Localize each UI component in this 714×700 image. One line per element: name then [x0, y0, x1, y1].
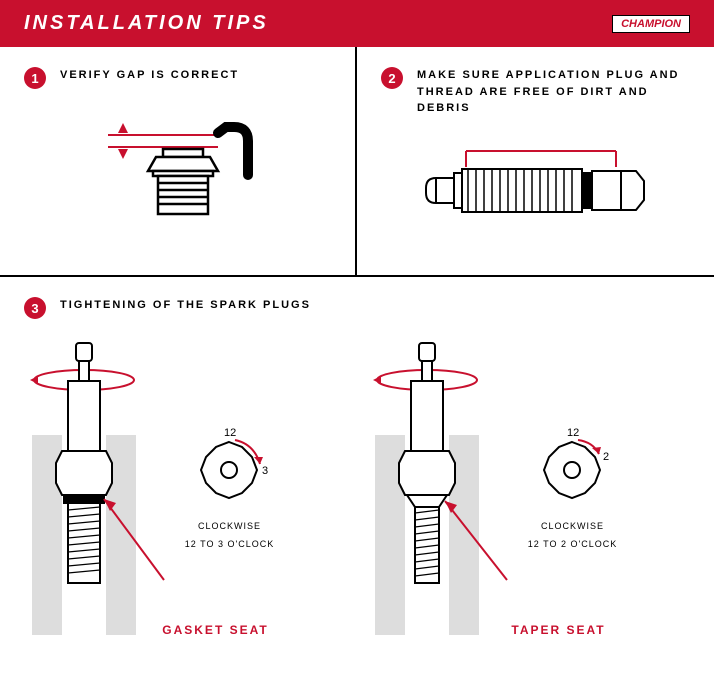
- step-3-panel: 3 TIGHTENING OF THE SPARK PLUGS: [0, 277, 714, 637]
- step-2-head: 2 MAKE SURE APPLICATION PLUG AND THREAD …: [381, 67, 690, 117]
- taper-plug-svg: [367, 335, 517, 635]
- step-2-number: 2: [381, 67, 403, 89]
- gap-diagram: [24, 105, 331, 235]
- step-3-number: 3: [24, 297, 46, 319]
- dial-side-label: 2: [603, 451, 609, 463]
- taper-range: 12 TO 2 O'CLOCK: [528, 539, 617, 551]
- thread-diagram: [381, 133, 690, 243]
- gasket-dial: 12 3 CLOCKWISE 12 TO 3 O'CLOCK: [182, 420, 277, 550]
- step-3-head: 3 TIGHTENING OF THE SPARK PLUGS: [24, 297, 690, 319]
- step-1-head: 1 VERIFY GAP IS CORRECT: [24, 67, 331, 89]
- content-grid: 1 VERIFY GAP IS CORRECT: [0, 47, 714, 637]
- step-2-text: MAKE SURE APPLICATION PLUG AND THREAD AR…: [417, 67, 690, 117]
- header-bar: INSTALLATION TIPS CHAMPION: [0, 0, 714, 47]
- dial-side-label: 3: [262, 465, 268, 477]
- dial-top-label: 12: [224, 427, 236, 439]
- step-3-text: TIGHTENING OF THE SPARK PLUGS: [60, 297, 311, 314]
- gap-diagram-svg: [68, 105, 288, 235]
- seat-labels-row: GASKET SEAT TAPER SEAT: [24, 615, 690, 637]
- thread-diagram-svg: [406, 133, 666, 243]
- page-title: INSTALLATION TIPS: [24, 12, 269, 35]
- step-1-text: VERIFY GAP IS CORRECT: [60, 67, 239, 84]
- taper-seat-label: TAPER SEAT: [427, 623, 690, 637]
- dial-top-label: 12: [567, 427, 579, 439]
- gasket-plug-svg: [24, 335, 174, 635]
- brand-badge: CHAMPION: [612, 15, 690, 33]
- taper-dial-svg: 12 2: [525, 420, 620, 515]
- taper-column: 12 2 CLOCKWISE 12 TO 2 O'CLOCK: [367, 335, 690, 635]
- gasket-seat-label: GASKET SEAT: [84, 623, 347, 637]
- tightening-row: 12 3 CLOCKWISE 12 TO 3 O'CLOCK: [24, 335, 690, 635]
- step-2-panel: 2 MAKE SURE APPLICATION PLUG AND THREAD …: [357, 47, 714, 277]
- taper-clockwise: CLOCKWISE: [541, 521, 604, 533]
- gasket-column: 12 3 CLOCKWISE 12 TO 3 O'CLOCK: [24, 335, 347, 635]
- step-1-panel: 1 VERIFY GAP IS CORRECT: [0, 47, 357, 277]
- gasket-dial-svg: 12 3: [182, 420, 277, 515]
- gasket-range: 12 TO 3 O'CLOCK: [185, 539, 274, 551]
- gasket-clockwise: CLOCKWISE: [198, 521, 261, 533]
- taper-dial: 12 2 CLOCKWISE 12 TO 2 O'CLOCK: [525, 420, 620, 550]
- step-1-number: 1: [24, 67, 46, 89]
